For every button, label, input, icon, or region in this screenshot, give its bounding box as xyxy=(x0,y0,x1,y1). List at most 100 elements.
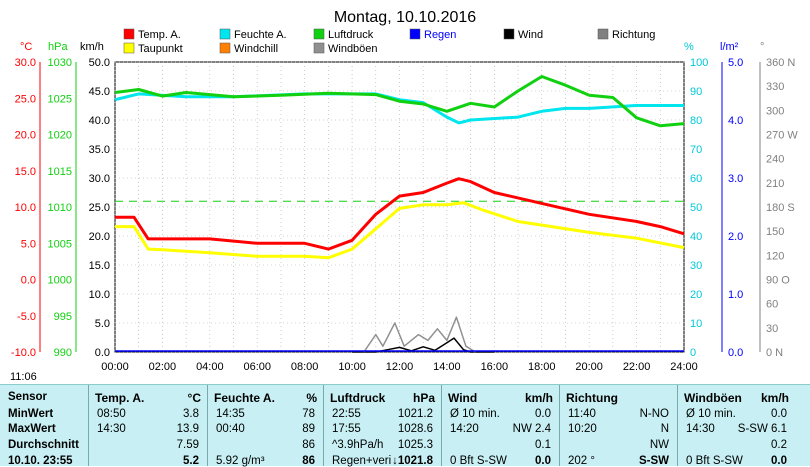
legend-swatch-7 xyxy=(219,42,231,54)
wind-tick-0: 50.0 xyxy=(89,57,110,69)
stat-cell-label: 14:35 xyxy=(216,408,245,420)
stat-cell-value: 3.8 xyxy=(183,408,199,420)
stat-cell-value: 1021.2 xyxy=(397,408,433,420)
temp-tick-3: 15.0 xyxy=(15,166,36,178)
direction-tick-9: 90 O xyxy=(766,275,790,287)
wind-tick-7: 15.0 xyxy=(89,260,110,272)
chart-title: Montag, 10.10.2016 xyxy=(334,9,476,26)
stat-cell-value: 1025.3 xyxy=(397,439,433,451)
statistics-table: Sensor MinWert MaxWert Durchschnitt 10.1… xyxy=(0,384,810,467)
stat-cell-value: 78 xyxy=(302,408,315,420)
stat-column-unit: °C xyxy=(187,391,201,405)
direction-tick-2: 300 xyxy=(766,105,784,117)
temp-tick-2: 20.0 xyxy=(15,130,36,142)
direction-tick-8: 120 xyxy=(766,250,784,262)
humidity-tick-7: 30 xyxy=(690,260,702,272)
pressure-tick-0: 1030 xyxy=(48,57,72,69)
x-tick-7: 14:00 xyxy=(433,361,461,372)
direction-tick-5: 210 xyxy=(766,178,784,190)
humidity-tick-5: 50 xyxy=(690,202,702,214)
temp-tick-1: 25.0 xyxy=(15,93,36,105)
rain-tick-3: 2.0 xyxy=(728,231,743,243)
direction-tick-1: 330 xyxy=(766,81,784,93)
pressure-tick-5: 1005 xyxy=(48,238,72,250)
stat-column-unit: km/h xyxy=(524,391,553,405)
humidity-tick-1: 90 xyxy=(690,86,702,98)
legend-label-2: Luftdruck xyxy=(328,29,374,41)
direction-tick-7: 150 xyxy=(766,226,784,238)
wind-tick-1: 45.0 xyxy=(89,86,110,98)
pressure-tick-6: 1000 xyxy=(48,275,72,287)
rain-tick-2: 3.0 xyxy=(728,173,743,185)
legend-label-6: Taupunkt xyxy=(138,43,183,55)
stat-cell-label: 14:30 xyxy=(686,423,715,435)
temp-tick-7: -5.0 xyxy=(17,311,36,323)
pressure-tick-7: 995 xyxy=(54,311,72,323)
series-line-4 xyxy=(352,337,495,353)
stat-cell-value: S-SW 6.1 xyxy=(737,423,787,435)
stat-cell-label: 08:50 xyxy=(97,408,126,420)
stat-cell-value: 13.9 xyxy=(176,423,199,435)
stat-cell-label: 14:20 xyxy=(450,423,479,435)
row-label-max: MaxWert xyxy=(8,423,56,435)
humidity-tick-6: 40 xyxy=(690,231,702,243)
stat-column-header: Feuchte A. xyxy=(214,391,275,405)
series-line-0 xyxy=(115,177,685,251)
legend-swatch-5 xyxy=(597,28,609,40)
x-tick-3: 06:00 xyxy=(243,361,271,372)
direction-tick-10: 60 xyxy=(766,299,778,311)
direction-tick-12: 0 N xyxy=(766,347,783,359)
current-time: 11:06 xyxy=(10,371,37,383)
stat-column-unit: hPa xyxy=(412,391,435,405)
stat-cell-value: 0.0 xyxy=(535,455,551,467)
unit-deg: ° xyxy=(760,41,764,53)
legend-swatch-1 xyxy=(219,28,231,40)
stat-cell-value: 86 xyxy=(302,455,315,467)
stat-cell-label: 0 Bft S-SW xyxy=(686,455,743,467)
pressure-tick-2: 1020 xyxy=(48,130,72,142)
row-label-current: 10.10. 23:55 xyxy=(8,455,73,467)
legend-swatch-2 xyxy=(313,28,325,40)
stat-cell-label: ^3.9hPa/h xyxy=(332,439,384,451)
legend-label-4: Wind xyxy=(518,29,543,41)
wind-tick-3: 35.0 xyxy=(89,144,110,156)
stat-cell-value: 0.2 xyxy=(771,439,787,451)
wind-tick-8: 10.0 xyxy=(89,289,110,301)
humidity-tick-8: 20 xyxy=(690,289,702,301)
stat-cell-label: 0 Bft S-SW xyxy=(450,455,507,467)
humidity-tick-0: 100 xyxy=(690,57,708,69)
stat-cell-value: 86 xyxy=(302,439,315,451)
rain-tick-1: 4.0 xyxy=(728,115,743,127)
x-tick-1: 02:00 xyxy=(149,361,177,372)
direction-tick-3: 270 W xyxy=(766,130,798,142)
wind-tick-9: 5.0 xyxy=(95,318,110,330)
temp-tick-6: 0.0 xyxy=(21,275,36,287)
rain-tick-0: 5.0 xyxy=(728,57,743,69)
stat-cell-value: 7.59 xyxy=(176,439,199,451)
stat-cell-label: 10:20 xyxy=(568,423,597,435)
stat-column-unit: km/h xyxy=(760,391,789,405)
humidity-tick-3: 70 xyxy=(690,144,702,156)
pressure-tick-8: 990 xyxy=(54,347,72,359)
temp-tick-4: 10.0 xyxy=(15,202,36,214)
direction-tick-4: 240 xyxy=(766,154,784,166)
x-tick-0: 00:00 xyxy=(101,361,129,372)
wind-tick-6: 20.0 xyxy=(89,231,110,243)
weather-chart: Montag, 10.10.2016 Temp. A. Feuchte A. Luft… xyxy=(11,9,798,372)
wind-tick-4: 30.0 xyxy=(89,173,110,185)
legend-swatch-3 xyxy=(409,28,421,40)
unit-kmh: km/h xyxy=(80,41,104,53)
stat-cell-label: 00:40 xyxy=(216,423,245,435)
direction-tick-6: 180 S xyxy=(766,202,795,214)
legend-label-8: Windböen xyxy=(328,43,378,55)
stat-column-unit: % xyxy=(306,391,317,405)
x-tick-6: 12:00 xyxy=(386,361,414,372)
row-label-avg: Durchschnitt xyxy=(8,439,79,451)
series-line-1 xyxy=(115,201,685,260)
stat-cell-label: Regen+veri xyxy=(332,455,392,467)
stat-column-header: Luftdruck xyxy=(330,391,386,405)
unit-degc: °C xyxy=(20,41,32,53)
stat-cell-label: 202 ° xyxy=(568,455,595,467)
x-tick-12: 24:00 xyxy=(670,361,698,372)
stat-cell-label: 11:40 xyxy=(568,408,596,420)
